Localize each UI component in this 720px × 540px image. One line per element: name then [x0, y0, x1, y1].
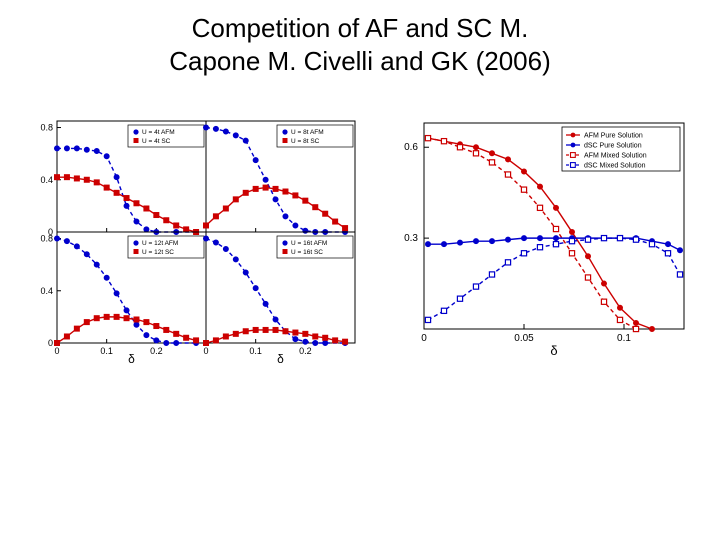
left-chart: 0 0.4 0.8 U = 4t AFM U = 4t SC U = 8t AFM U = …: [29, 117, 359, 371]
svg-text:0.2: 0.2: [150, 346, 163, 356]
title-line-2: Capone M. Civelli and GK (2006): [169, 46, 551, 76]
svg-text:δ: δ: [277, 352, 284, 366]
svg-text:0.6: 0.6: [404, 142, 418, 153]
figures-row: 0 0.4 0.8 U = 4t AFM U = 4t SC U = 8t AFM U = …: [0, 77, 720, 371]
svg-text:0.4: 0.4: [40, 286, 53, 296]
page-title: Competition of AF and SC M. Capone M. Ci…: [0, 0, 720, 77]
svg-text:AFM Pure Solution: AFM Pure Solution: [584, 133, 643, 140]
svg-text:0.1: 0.1: [100, 346, 113, 356]
svg-text:0: 0: [54, 346, 59, 356]
svg-text:δ: δ: [128, 352, 135, 366]
svg-text:0.1: 0.1: [249, 346, 262, 356]
svg-text:AFM Mixed Solution: AFM Mixed Solution: [584, 153, 647, 160]
svg-text:0: 0: [47, 338, 52, 348]
svg-text:U = 16t SC: U = 16t SC: [291, 249, 323, 256]
svg-text:U = 12t AFM: U = 12t AFM: [142, 240, 178, 247]
svg-text:δ: δ: [550, 343, 557, 358]
svg-text:U = 8t SC: U = 8t SC: [291, 138, 320, 145]
svg-text:0: 0: [203, 346, 208, 356]
svg-text:0.4: 0.4: [40, 175, 53, 185]
title-line-1: Competition of AF and SC M.: [192, 13, 529, 43]
svg-text:0.2: 0.2: [299, 346, 312, 356]
right-chart: 0 0.05 0.1 0.3 0.6 δ AFM Pure Solution dSC Pure…: [392, 117, 692, 371]
svg-text:U = 16t AFM: U = 16t AFM: [291, 240, 327, 247]
svg-text:0.8: 0.8: [40, 123, 53, 133]
svg-text:dSC Pure Solution: dSC Pure Solution: [584, 143, 642, 150]
svg-text:0: 0: [421, 333, 427, 344]
svg-text:0.1: 0.1: [617, 333, 631, 344]
svg-text:dSC Mixed Solution: dSC Mixed Solution: [584, 163, 646, 170]
svg-text:0.3: 0.3: [404, 233, 418, 244]
svg-text:0.8: 0.8: [40, 234, 53, 244]
svg-text:U = 4t SC: U = 4t SC: [142, 138, 171, 145]
svg-text:U = 8t AFM: U = 8t AFM: [291, 129, 324, 136]
svg-text:0.05: 0.05: [514, 333, 534, 344]
svg-text:U = 12t SC: U = 12t SC: [142, 249, 174, 256]
svg-text:U = 4t AFM: U = 4t AFM: [142, 129, 175, 136]
